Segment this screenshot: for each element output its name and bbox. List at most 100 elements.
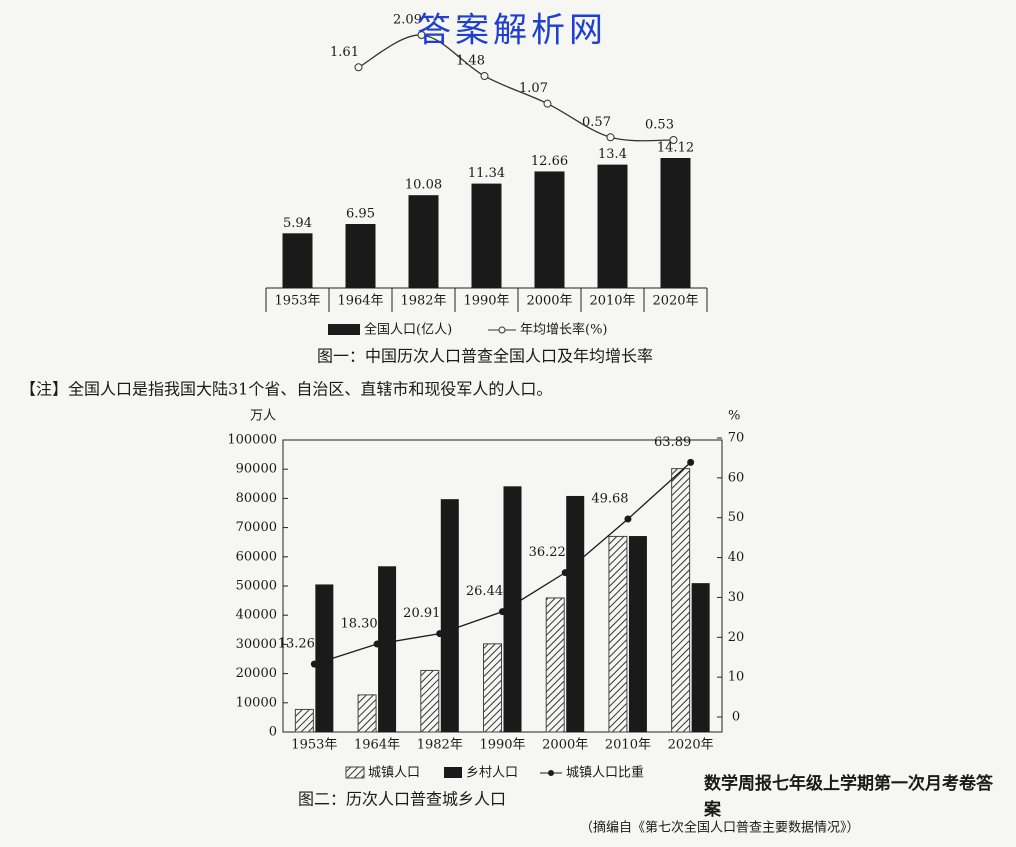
bar xyxy=(345,224,376,288)
data-label: 13.26 xyxy=(278,637,315,652)
data-label: 14.12 xyxy=(657,141,694,156)
legend-marker xyxy=(548,770,554,776)
source: （摘编自《第七次全国人口普查主要数据情况》） xyxy=(580,820,860,836)
bar xyxy=(660,158,691,288)
chart-title: 图二：历次人口普查城乡人口 xyxy=(298,790,506,809)
line-point xyxy=(354,63,363,72)
bar xyxy=(534,171,565,288)
bar xyxy=(545,597,565,733)
x-tick-label: 2000年 xyxy=(542,738,588,753)
bar xyxy=(628,536,647,732)
overlay-text-line: 数学周报七年级上学期第一次月考卷答 xyxy=(704,773,994,794)
y-tick-label: 100000 xyxy=(227,433,277,448)
data-label: 36.22 xyxy=(529,545,566,560)
line-point xyxy=(624,515,632,523)
y-tick-label: 60000 xyxy=(236,549,277,564)
data-label: 49.68 xyxy=(591,491,628,506)
y2-tick-label: 40 xyxy=(728,550,745,565)
y2-tick-label: 20 xyxy=(728,630,745,645)
overlay-text-line: 案 xyxy=(703,799,722,820)
y-tick-label: 30000 xyxy=(236,637,277,652)
bar xyxy=(608,535,628,733)
bar xyxy=(671,468,691,733)
data-label: 1.48 xyxy=(456,54,485,69)
data-label: 1.61 xyxy=(330,45,359,60)
legend-label: 全国人口(亿人) xyxy=(364,322,452,338)
line-point xyxy=(543,99,552,108)
y2-tick-label: 70 xyxy=(728,431,745,446)
legend-label: 城镇人口 xyxy=(368,766,420,781)
y-tick-label: 20000 xyxy=(236,666,277,681)
x-tick-label: 1953年 xyxy=(274,294,320,309)
data-label: 0.57 xyxy=(582,115,611,130)
y-tick-label: 90000 xyxy=(236,462,277,477)
data-label: 20.91 xyxy=(403,606,440,621)
note: 【注】全国人口是指我国大陆31个省、自治区、直辖市和现役军人的人口。 xyxy=(20,380,552,399)
data-label: 10.08 xyxy=(405,178,442,193)
bar xyxy=(471,183,502,288)
overlay-text: 数学周报七年级上学期第一次月考卷答案 xyxy=(703,773,994,820)
x-tick-label: 1964年 xyxy=(337,294,383,309)
bar xyxy=(440,499,459,732)
y2-axis-label: % xyxy=(728,409,740,424)
line xyxy=(358,34,674,142)
data-label: 13.4 xyxy=(598,147,627,162)
bar xyxy=(315,584,334,732)
x-tick-label: 2020年 xyxy=(668,738,714,753)
data-label: 2.09 xyxy=(393,13,422,28)
x-tick-label: 2010年 xyxy=(605,738,651,753)
y-tick-label: 40000 xyxy=(236,608,277,623)
y2-tick-label: 50 xyxy=(728,510,745,525)
data-label: 0.53 xyxy=(645,118,674,133)
line-point xyxy=(417,31,426,39)
data-label: 12.66 xyxy=(531,154,568,169)
legend-label: 城镇人口比重 xyxy=(566,765,644,781)
line-point xyxy=(436,630,444,638)
bar xyxy=(378,566,397,732)
line-point xyxy=(669,136,678,144)
data-label: 6.95 xyxy=(346,207,375,222)
bar xyxy=(691,583,710,732)
x-tick-label: 1982年 xyxy=(400,294,446,309)
y-tick-label: 50000 xyxy=(236,579,277,594)
data-label: 18.30 xyxy=(340,617,377,632)
x-tick-label: 2010年 xyxy=(589,294,635,309)
bar xyxy=(483,643,502,733)
line-point xyxy=(687,458,695,466)
bar xyxy=(357,694,377,733)
y-tick-label: 10000 xyxy=(236,695,277,710)
line-point xyxy=(480,72,489,81)
legend-label: 乡村人口 xyxy=(466,766,518,781)
bar xyxy=(282,233,313,288)
watermark: 答案解析网 xyxy=(417,11,607,51)
data-label: 1.07 xyxy=(519,81,548,96)
legend-swatch xyxy=(345,766,365,779)
line-point xyxy=(606,133,615,142)
y2-tick-label: 60 xyxy=(728,470,745,485)
x-tick-label: 1990年 xyxy=(479,738,525,753)
bar xyxy=(420,669,440,733)
x-tick-label: 2020年 xyxy=(652,294,698,309)
y-tick-label: 70000 xyxy=(236,520,277,535)
bar xyxy=(294,708,314,733)
line-point xyxy=(561,569,569,577)
legend-swatch xyxy=(444,767,462,778)
legend-marker xyxy=(498,326,506,334)
data-label: 5.94 xyxy=(283,216,312,231)
legend-label: 年均增长率(%) xyxy=(520,322,608,338)
y2-tick-label: 10 xyxy=(728,670,745,685)
bar xyxy=(503,486,522,732)
data-label: 26.44 xyxy=(466,584,503,599)
line-point xyxy=(499,608,506,616)
bar xyxy=(408,195,439,288)
y-axis-label: 万人 xyxy=(250,409,276,424)
y2-tick-label: 30 xyxy=(728,590,745,605)
line-point xyxy=(310,660,318,668)
x-tick-label: 1953年 xyxy=(291,738,337,753)
x-tick-label: 1982年 xyxy=(417,738,463,753)
y-tick-label: 80000 xyxy=(236,491,277,506)
x-tick-label: 2000年 xyxy=(526,294,572,309)
bar xyxy=(566,495,585,732)
chart-title: 图一：中国历次人口普查全国人口及年均增长率 xyxy=(317,347,653,366)
